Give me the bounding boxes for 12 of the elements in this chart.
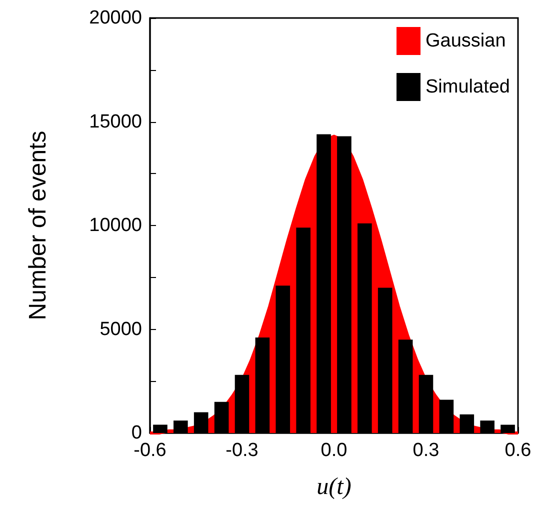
x-tick-label: 0.3 [412,440,440,461]
x-axis-title: u(t) [316,474,352,500]
y-axis-title: Number of events [24,130,52,320]
y-tick-label: 5000 [100,318,142,340]
y-tick-label: 15000 [89,111,142,132]
x-tick-label: 0.6 [504,440,532,461]
x-tick-label: 0.0 [320,440,348,461]
legend-label: Simulated [426,76,510,98]
x-tick-label: -0.3 [226,440,258,461]
y-tick-label: 10000 [89,215,142,236]
y-tick-label: 20000 [89,8,142,28]
legend-label: Gaussian [426,30,506,52]
